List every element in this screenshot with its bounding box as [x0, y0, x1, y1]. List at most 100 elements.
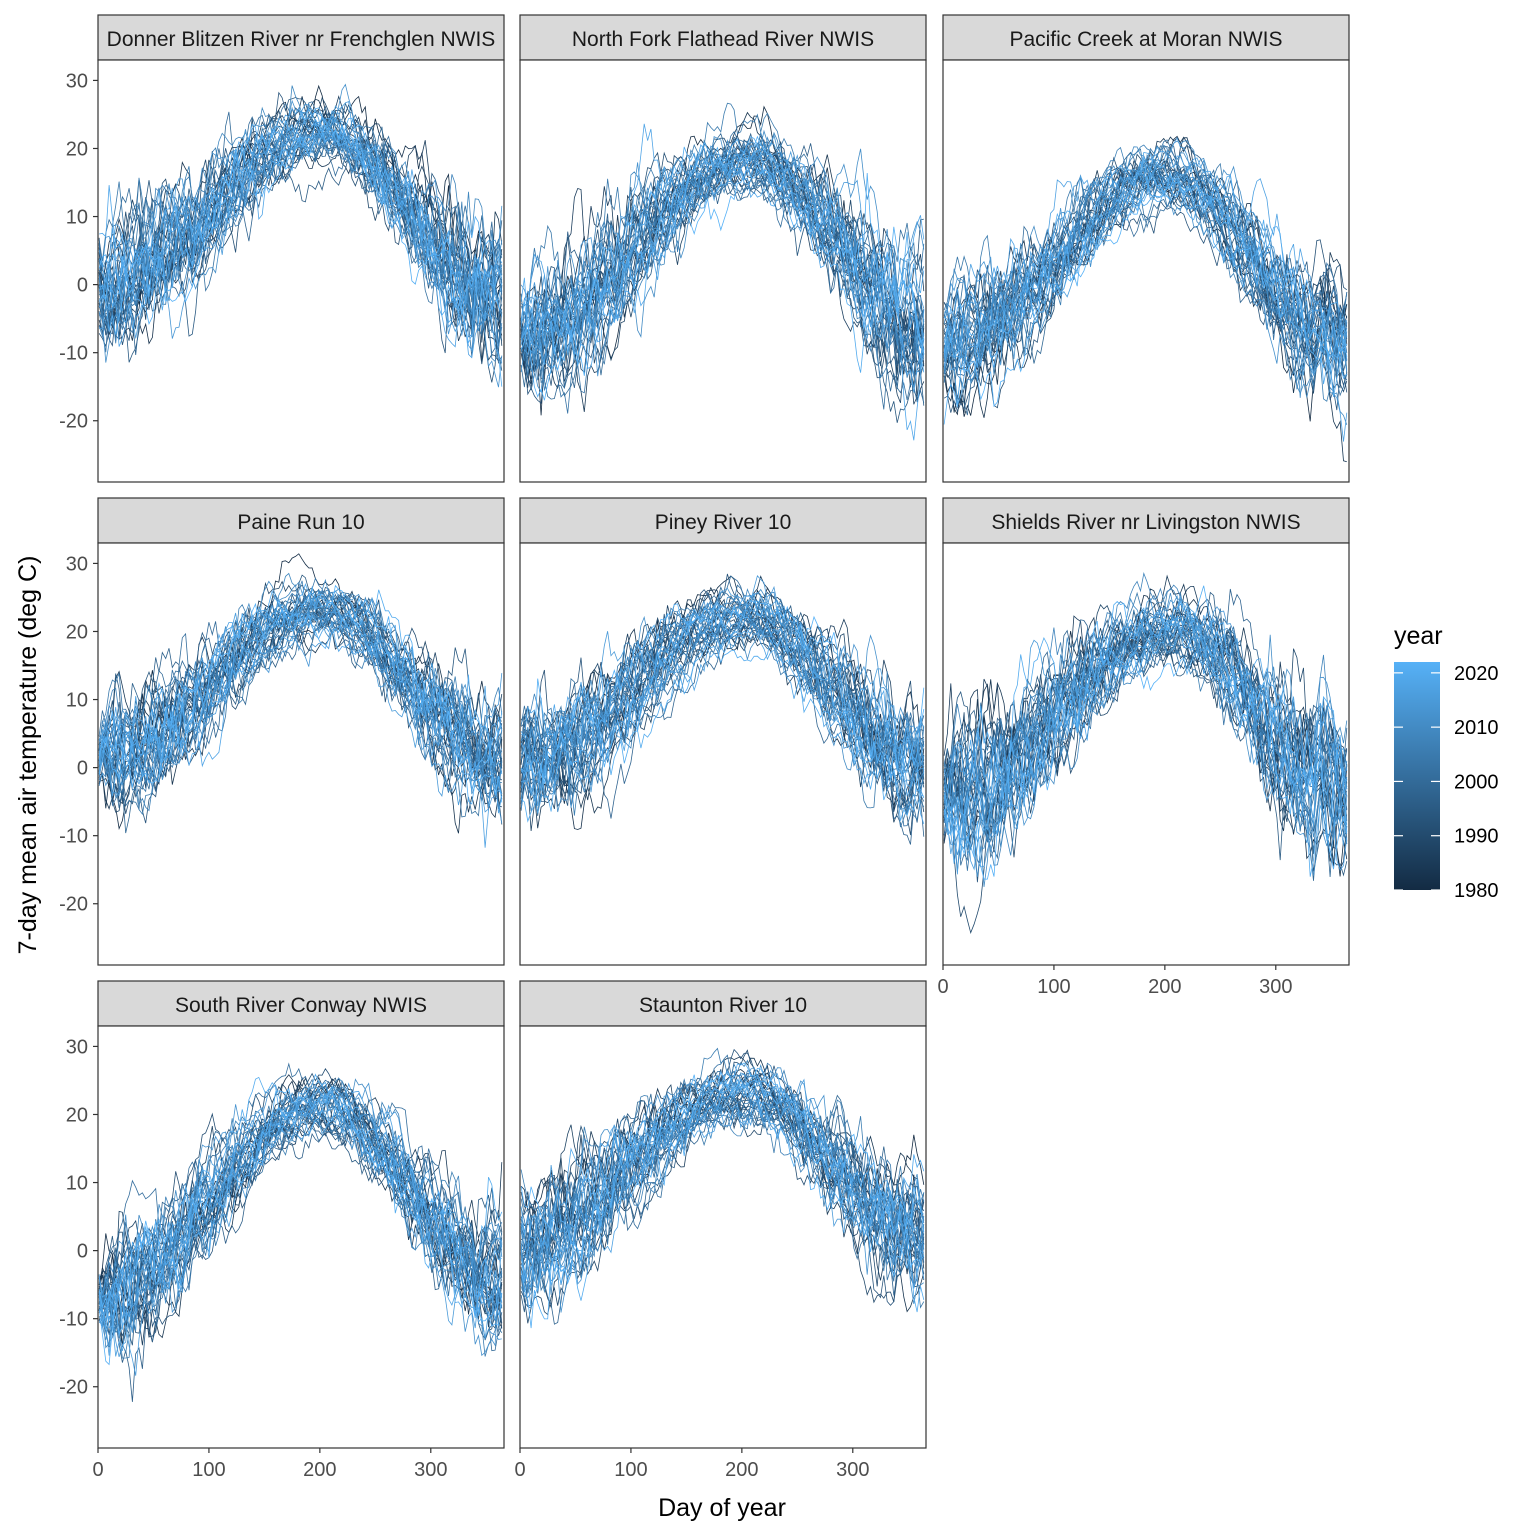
- year-lines: [943, 135, 1348, 463]
- year-line: [520, 163, 925, 355]
- year-line: [520, 628, 924, 813]
- year-line: [98, 1087, 502, 1308]
- year-line: [943, 597, 1348, 831]
- year-line: [943, 191, 1348, 390]
- facet-strip: [519, 497, 927, 544]
- panel-border: [942, 59, 1350, 483]
- facet-strip: [519, 14, 927, 61]
- year-line: [520, 1072, 925, 1269]
- legend-tick-label: 2000: [1454, 771, 1499, 793]
- y-tick-label: 0: [77, 758, 88, 780]
- facet-panel: Staunton River 10: [519, 980, 927, 1449]
- year-line: [98, 584, 503, 805]
- facet-panel: Donner Blitzen River nr Frenchglen NWIS: [97, 14, 505, 483]
- facet-title: Shields River nr Livingston NWIS: [991, 511, 1300, 534]
- year-line: [520, 605, 925, 773]
- y-axis-title: 7-day mean air temperature (deg C): [14, 556, 42, 955]
- facet-panels: Donner Blitzen River nr Frenchglen NWIS N…: [97, 14, 1350, 1449]
- year-line: [520, 595, 925, 816]
- year-lines: [98, 1062, 503, 1402]
- year-line: [98, 117, 503, 344]
- y-tick-label: -10: [59, 826, 88, 848]
- panel-border: [97, 59, 505, 483]
- year-line: [99, 103, 503, 336]
- year-line: [943, 156, 1348, 397]
- y-tick-label: -20: [59, 894, 88, 916]
- y-tick-label: -10: [59, 1309, 88, 1331]
- x-tick-label: 0: [92, 1459, 103, 1481]
- year-line: [520, 159, 925, 441]
- facet-title: Pacific Creek at Moran NWIS: [1009, 28, 1282, 51]
- year-line: [98, 1113, 503, 1347]
- year-line: [520, 1069, 925, 1273]
- year-line: [98, 1103, 503, 1338]
- year-line: [520, 593, 925, 825]
- x-tick-label: 100: [192, 1459, 225, 1481]
- x-tick-label: 100: [1037, 976, 1070, 998]
- year-line: [98, 83, 503, 338]
- year-line: [943, 178, 1348, 425]
- year-line: [520, 588, 925, 810]
- year-line: [98, 127, 503, 388]
- facet-strip: [942, 497, 1350, 544]
- facet-panel: North Fork Flathead River NWIS: [519, 14, 927, 483]
- year-line: [520, 123, 925, 365]
- y-tick-label: -10: [59, 343, 88, 365]
- facet-title: South River Conway NWIS: [175, 994, 427, 1017]
- y-tick-label: -20: [59, 1377, 88, 1399]
- year-line: [943, 611, 1348, 813]
- year-line: [98, 1113, 503, 1358]
- facet-strip: [942, 14, 1350, 61]
- year-line: [520, 1074, 925, 1329]
- year-line: [520, 1063, 925, 1313]
- year-line: [943, 171, 1348, 369]
- year-lines: [520, 573, 925, 845]
- legend-color-bar: [1394, 662, 1440, 890]
- year-line: [520, 1099, 925, 1283]
- legend-title: year: [1394, 622, 1443, 650]
- legend-tick-label: 1980: [1454, 880, 1499, 902]
- year-line: [521, 633, 924, 807]
- facet-strip: [97, 497, 505, 544]
- y-tick-label: 30: [66, 1036, 88, 1058]
- year-line: [520, 1099, 925, 1292]
- year-line: [943, 165, 1348, 442]
- year-line: [98, 591, 503, 777]
- year-line: [98, 96, 503, 362]
- year-lines: [943, 572, 1348, 934]
- panel-border: [97, 542, 505, 966]
- facet-panel: Paine Run 10: [97, 497, 505, 966]
- year-lines: [520, 1047, 925, 1329]
- year-line: [98, 125, 503, 326]
- year-line: [98, 608, 503, 799]
- year-line: [520, 149, 925, 393]
- facet-panel: Pacific Creek at Moran NWIS: [942, 14, 1350, 483]
- facet-title: Piney River 10: [655, 511, 792, 534]
- panel-border: [97, 1025, 505, 1449]
- year-line: [520, 164, 925, 401]
- color-legend: year 1980 1990 2000 2010 2020: [1394, 622, 1499, 902]
- year-line: [520, 135, 925, 376]
- year-line: [98, 572, 503, 783]
- legend-ticks: 1980 1990 2000 2010 2020: [1394, 663, 1499, 902]
- year-line: [943, 585, 1348, 839]
- x-tick-label: 200: [725, 1459, 758, 1481]
- facet-panel: South River Conway NWIS: [97, 980, 505, 1449]
- y-tick-label: 10: [66, 690, 88, 712]
- legend-tick-label: 2020: [1454, 663, 1499, 685]
- year-line: [98, 102, 503, 363]
- year-line: [943, 637, 1348, 934]
- year-line: [520, 1098, 924, 1309]
- x-tick-label: 300: [414, 1459, 447, 1481]
- year-line: [98, 1082, 503, 1335]
- year-line: [520, 1105, 925, 1324]
- year-line: [98, 1104, 503, 1366]
- y-tick-label: 20: [66, 138, 88, 160]
- y-tick-label: 10: [66, 207, 88, 229]
- year-line: [98, 590, 503, 797]
- year-line: [520, 573, 925, 807]
- facet-title: North Fork Flathead River NWIS: [572, 28, 874, 51]
- year-line: [98, 594, 503, 824]
- year-line: [943, 610, 1348, 877]
